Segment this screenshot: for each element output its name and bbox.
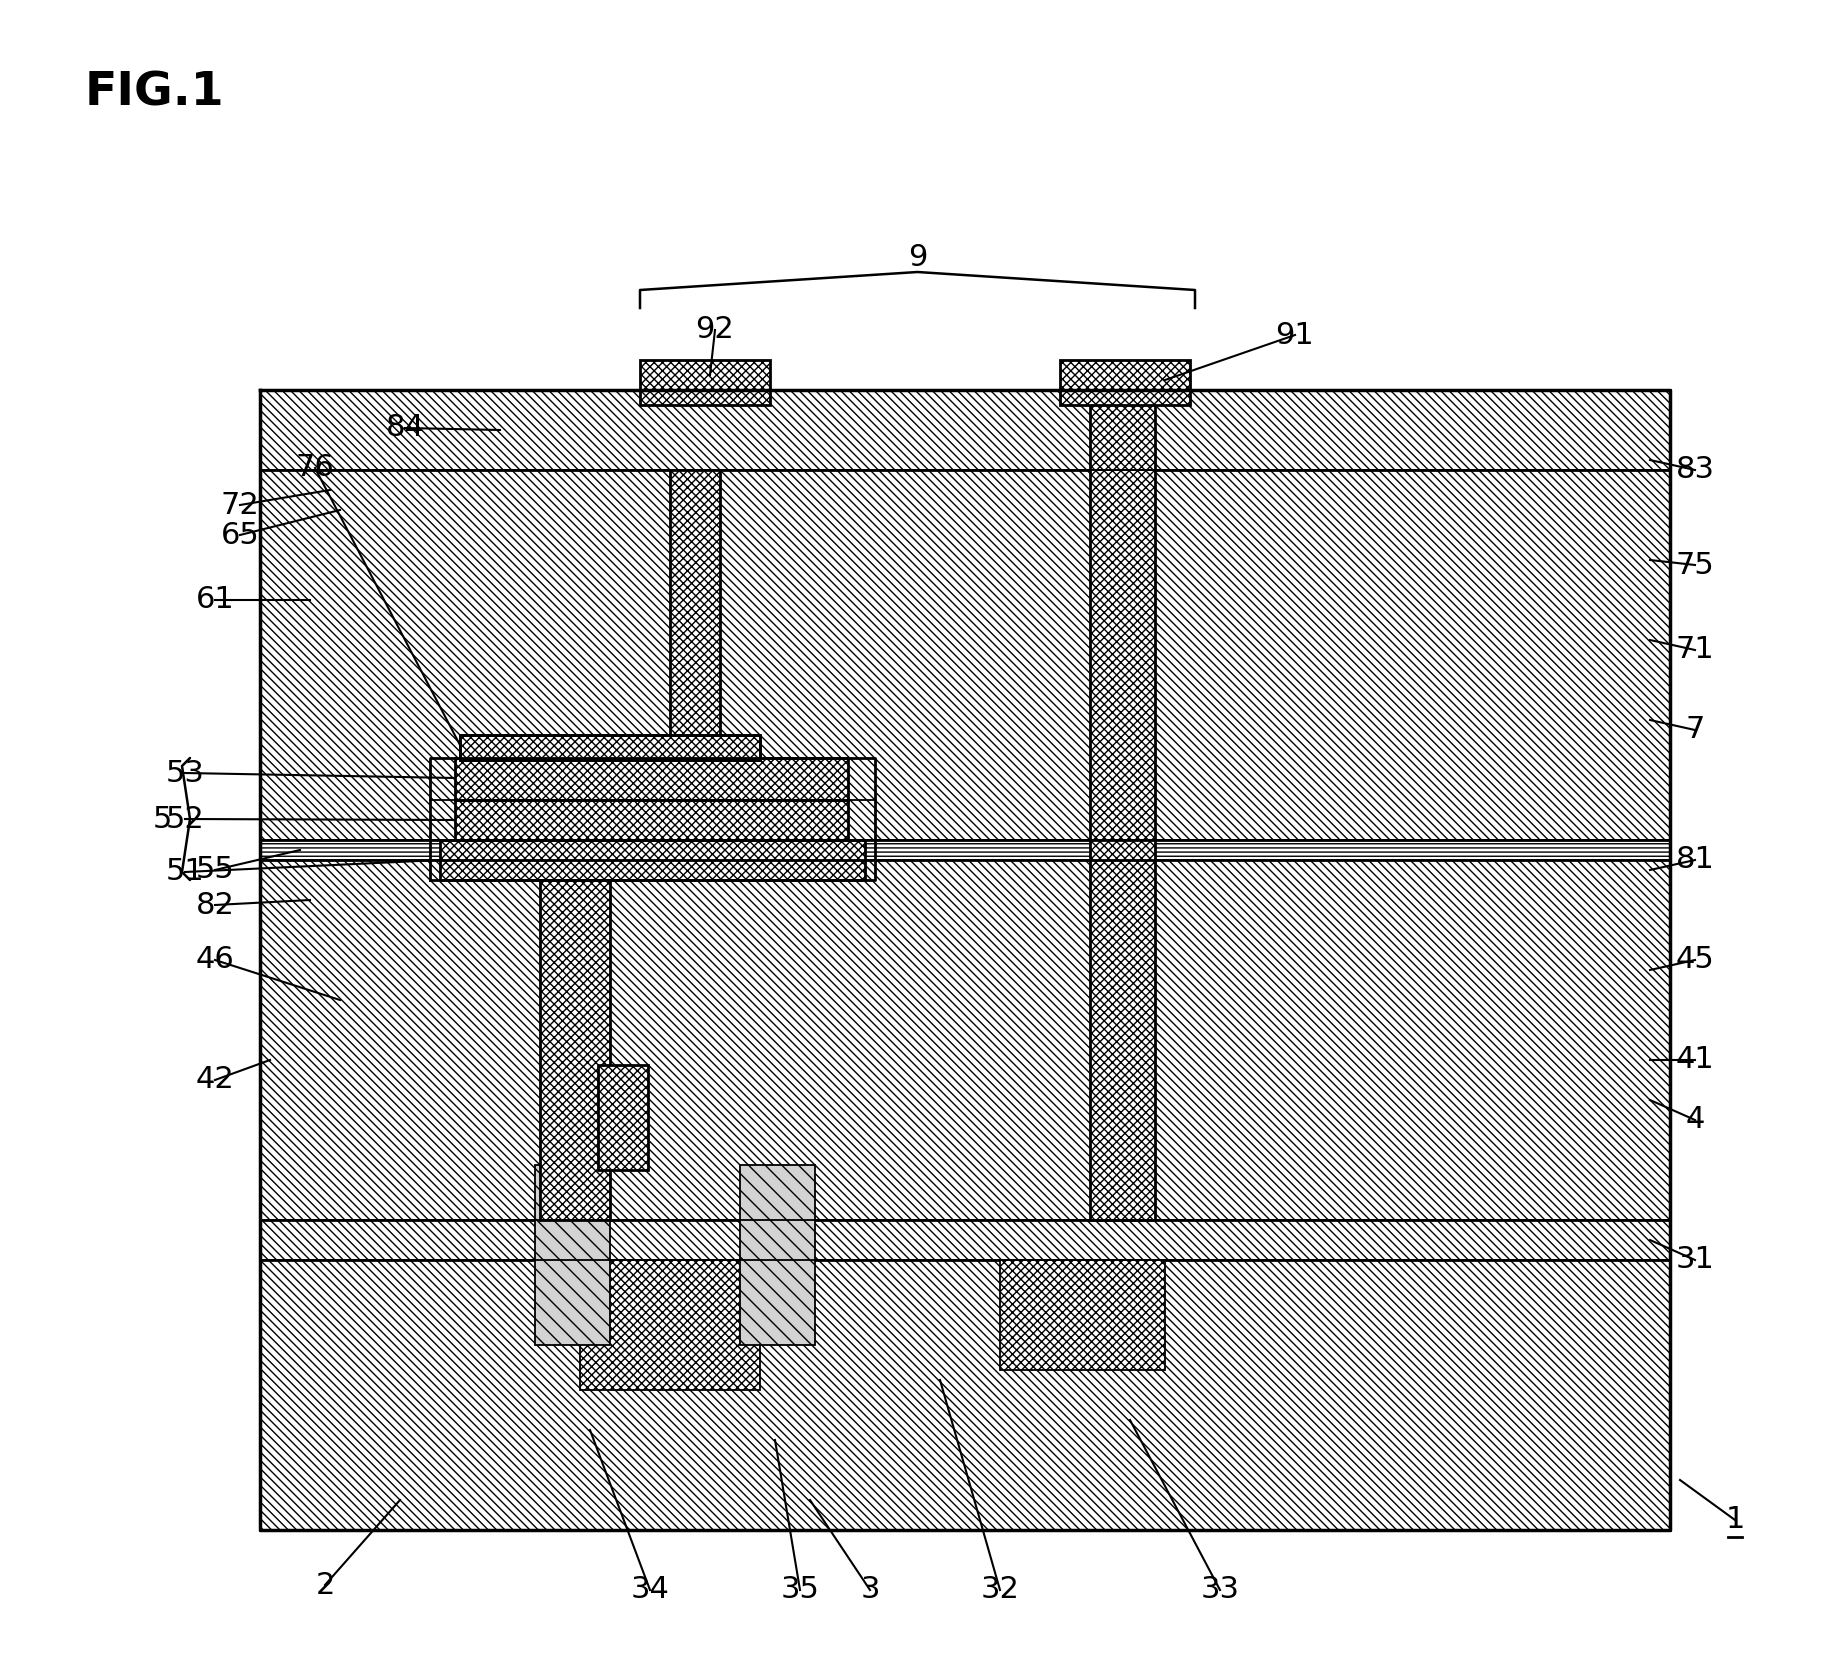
Text: 31: 31 — [1675, 1246, 1714, 1274]
Text: 52: 52 — [166, 804, 204, 834]
Bar — [580, 1259, 760, 1390]
Bar — [598, 1066, 648, 1170]
Text: FIG.1: FIG.1 — [85, 70, 225, 114]
Text: 92: 92 — [696, 316, 735, 344]
Bar — [740, 1165, 816, 1346]
Text: 3: 3 — [860, 1576, 880, 1604]
Text: 55: 55 — [195, 856, 234, 884]
Text: 75: 75 — [1675, 551, 1714, 579]
Text: 5: 5 — [153, 804, 171, 834]
Bar — [260, 470, 1670, 841]
Bar — [539, 880, 609, 1220]
Bar — [1060, 361, 1189, 405]
Bar — [1090, 391, 1154, 1220]
Text: 33: 33 — [1200, 1576, 1239, 1604]
Bar — [455, 758, 849, 799]
Text: 42: 42 — [195, 1066, 234, 1094]
Bar — [536, 1165, 609, 1346]
Text: 4: 4 — [1685, 1106, 1705, 1134]
Text: 83: 83 — [1675, 455, 1714, 485]
Text: 81: 81 — [1675, 846, 1714, 874]
Text: 76: 76 — [296, 453, 335, 483]
Bar — [440, 841, 865, 880]
Text: 91: 91 — [1276, 321, 1314, 349]
Bar — [1000, 1259, 1165, 1370]
Bar — [260, 841, 1670, 1220]
Text: 9: 9 — [908, 243, 928, 273]
Text: 32: 32 — [981, 1576, 1020, 1604]
Text: 2: 2 — [315, 1571, 335, 1599]
Text: 51: 51 — [166, 857, 204, 887]
Text: 72: 72 — [221, 490, 260, 520]
Text: 41: 41 — [1675, 1046, 1714, 1074]
Bar — [260, 841, 1670, 861]
Text: 61: 61 — [195, 586, 234, 614]
Text: 53: 53 — [166, 758, 204, 788]
Text: 1: 1 — [1725, 1506, 1745, 1534]
Text: 71: 71 — [1675, 636, 1714, 665]
Text: 35: 35 — [781, 1576, 819, 1604]
Bar — [260, 1259, 1670, 1529]
Bar — [670, 470, 720, 758]
Bar — [460, 735, 760, 760]
Text: 65: 65 — [221, 521, 260, 549]
Text: 45: 45 — [1675, 945, 1714, 975]
Text: 82: 82 — [195, 890, 234, 920]
Bar — [260, 1220, 1670, 1259]
Bar — [455, 799, 849, 841]
Text: 7: 7 — [1685, 715, 1705, 745]
Text: 34: 34 — [631, 1576, 670, 1604]
Bar — [641, 361, 770, 405]
Bar — [260, 391, 1670, 470]
Text: 46: 46 — [195, 945, 234, 975]
Text: 84: 84 — [385, 414, 425, 442]
